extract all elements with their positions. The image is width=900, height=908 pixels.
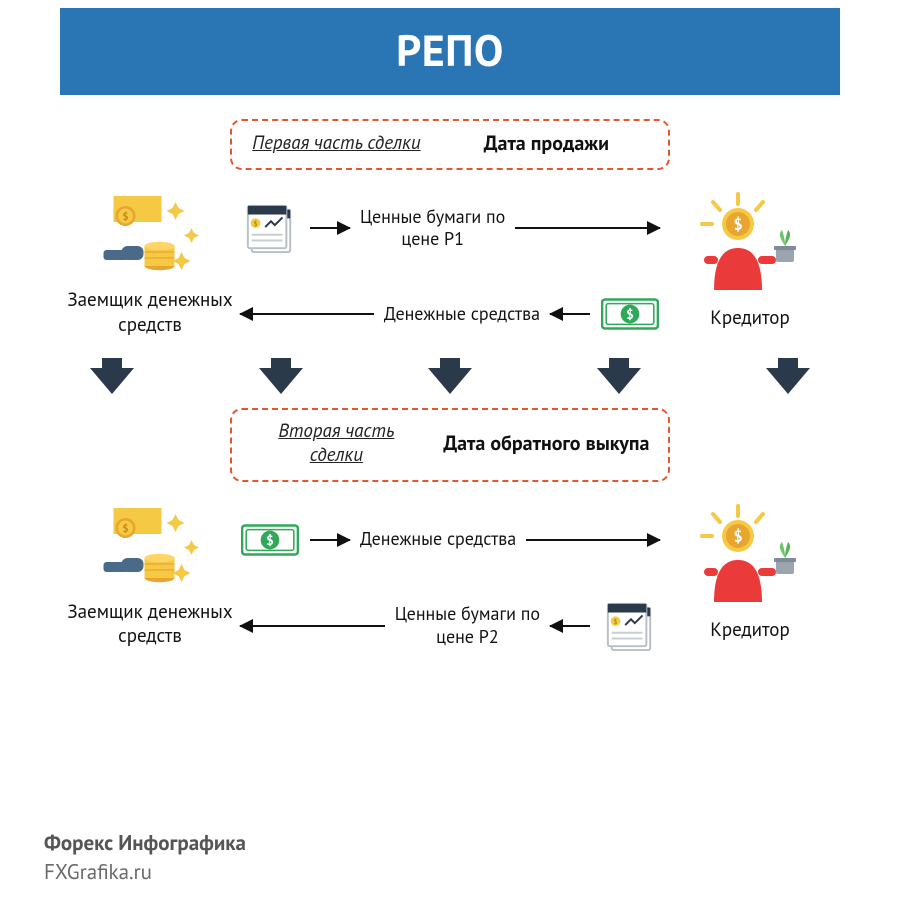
phase-divider [0,346,900,408]
borrower-party-2: Заемщик денежных средств [60,500,240,649]
arrow-right-icon [515,227,660,229]
arrow-right-icon [310,227,350,229]
page-title-bar: РЕПО [60,8,840,95]
cash-icon [240,514,300,566]
footer: Форекс Инфографика FXGrafika.ru [44,829,246,886]
creditor-icon [690,188,810,298]
phase1-italic-label: Первая часть сделки [250,132,423,156]
creditor-party-2: Кредитор [660,500,840,643]
arrow-right-icon [526,539,660,541]
borrower-label-2: Заемщик денежных средств [60,600,240,649]
creditor-label: Кредитор [710,306,789,331]
phase2-securities-label: Ценные бумаги по цене P2 [395,603,540,648]
phase1-securities-transfer: Ценные бумаги по цене P1 [240,202,660,254]
creditor-label-2: Кредитор [710,618,789,643]
document-icon [600,600,660,652]
phase1-box: Первая часть сделки Дата продажи [230,119,670,170]
phase2-cash-transfer: Денежные средства [240,514,660,566]
arrow-left-icon [550,625,590,627]
document-icon [240,202,300,254]
phase2-box: Вторая часть сделки Дата обратного выкуп… [230,408,670,482]
page-title: РЕПО [396,22,504,79]
phase2-cash-label: Денежные средства [360,528,516,551]
phase2-bold-label: Дата обратного выкупа [443,431,650,456]
phase2-italic-label: Вторая часть сделки [250,420,423,468]
phase1-cash-transfer: Денежные средства [240,288,660,340]
arrow-left-icon [550,313,590,315]
down-arrow-icon [428,368,472,394]
cash-icon [600,288,660,340]
down-arrow-icon [90,368,134,394]
borrower-party: Заемщик денежных средств [60,188,240,337]
down-arrow-icon [597,368,641,394]
phase2-flow: Заемщик денежных средств Денежные средст… [0,500,900,652]
phase2-securities-transfer: Ценные бумаги по цене P2 [240,600,660,652]
phase1-flow: Заемщик денежных средств Ценные бумаги п… [0,188,900,340]
arrow-right-icon [310,539,350,541]
down-arrow-icon [766,368,810,394]
borrower-icon [98,188,203,280]
borrower-icon [98,500,203,592]
arrow-left-icon [240,313,374,315]
phase1-securities-label: Ценные бумаги по цене P1 [360,206,505,251]
phase1-cash-label: Денежные средства [384,303,540,326]
arrow-left-icon [240,625,385,627]
phase1-bold-label: Дата продажи [443,131,650,156]
creditor-icon [690,500,810,610]
down-arrow-icon [259,368,303,394]
footer-brand: Форекс Инфографика [44,829,246,857]
footer-site: FXGrafika.ru [44,858,246,886]
borrower-label: Заемщик денежных средств [60,288,240,337]
phase2-transfers: Денежные средства Ценные бумаги по цене … [240,500,660,652]
phase1-transfers: Ценные бумаги по цене P1 Денежные средст… [240,188,660,340]
creditor-party: Кредитор [660,188,840,331]
